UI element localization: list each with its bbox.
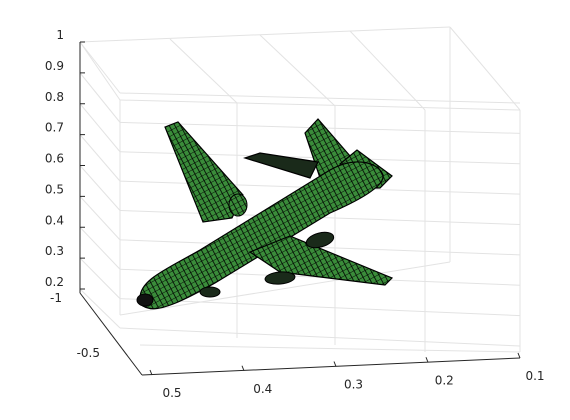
- airplane-mesh: [136, 118, 394, 310]
- grid-line: [119, 99, 521, 111]
- x-tick-mark: [517, 352, 521, 359]
- x-tick-labels: 0.5 0.4 0.3 0.2 0.1: [149, 352, 545, 400]
- grid-line: [349, 30, 426, 111]
- x-tick-mark: [333, 361, 337, 367]
- x-tick-label: 0.1: [525, 369, 544, 383]
- z-grid-line: [119, 327, 521, 347]
- y-axis-line: [79, 292, 143, 376]
- z-grid-line: [79, 134, 121, 182]
- x-tick-label: 0.5: [162, 386, 181, 400]
- axes-layer: [79, 42, 521, 376]
- z-grid-line: [79, 226, 121, 270]
- airplane-engine: [199, 286, 221, 298]
- grid-line: [169, 38, 238, 104]
- grid-line: [139, 344, 521, 353]
- y-tick-labels: -1 -0.5: [50, 291, 100, 360]
- x-axis-line: [141, 357, 521, 376]
- z-grid-line: [79, 288, 121, 329]
- z-grid-line: [119, 298, 521, 317]
- z-tick-label: 0.6: [45, 152, 64, 166]
- x-tick-mark: [241, 365, 245, 371]
- airplane-nose: [136, 293, 154, 307]
- grid-line: [79, 41, 121, 101]
- airplane-engine: [264, 271, 296, 285]
- z-grid-line: [79, 72, 121, 123]
- z-grid-line: [79, 103, 121, 153]
- y-tick-label: -1: [50, 291, 62, 305]
- x-tick-label: 0.3: [344, 378, 363, 392]
- z-grid-line: [119, 92, 521, 104]
- z-grid-line: [79, 41, 121, 94]
- z-tick-labels: 1 0.9 0.8 0.7 0.6 0.5 0.4 0.3 0.2: [45, 28, 85, 290]
- airplane-left-stabilizer: [243, 152, 319, 179]
- grid-line: [259, 34, 336, 107]
- z-tick-label: 0.2: [45, 275, 64, 289]
- grid-line: [119, 261, 451, 316]
- x-tick-mark: [425, 357, 429, 363]
- z-grid-line: [79, 257, 121, 299]
- airplane-near-wing: [248, 235, 394, 286]
- airplane-fuselage: [138, 161, 384, 310]
- grid-line: [79, 26, 451, 43]
- z-grid-line: [79, 196, 121, 241]
- airplane-engine: [228, 193, 248, 217]
- z-tick-label: 1: [56, 28, 64, 42]
- x-tick-label: 0.2: [435, 373, 454, 387]
- z-tick-label: 0.9: [45, 59, 64, 73]
- z-tick-label: 0.7: [45, 121, 64, 135]
- z-tick-label: 0.8: [45, 90, 64, 104]
- x-tick-label: 0.4: [253, 382, 272, 396]
- z-tick-label: 0.4: [45, 213, 64, 227]
- z-tick-label: 0.3: [45, 244, 64, 258]
- grid-line: [449, 26, 521, 111]
- z-tick-label: 0.5: [45, 182, 64, 196]
- z-grid-line: [79, 165, 121, 211]
- y-tick-label: -0.5: [77, 346, 100, 360]
- x-tick-mark: [149, 369, 153, 376]
- airplane-engine: [305, 231, 335, 249]
